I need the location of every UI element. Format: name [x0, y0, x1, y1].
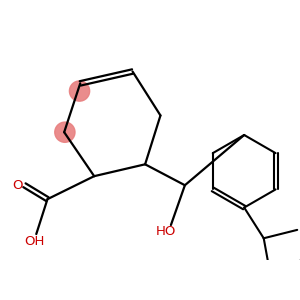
Circle shape [55, 122, 75, 142]
Circle shape [69, 81, 90, 101]
Text: HO: HO [156, 226, 176, 238]
Text: O: O [12, 179, 23, 192]
Text: OH: OH [25, 235, 45, 248]
